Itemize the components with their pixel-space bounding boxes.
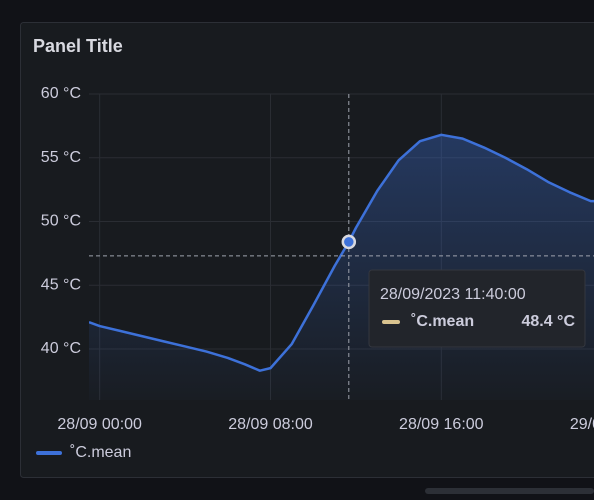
hover-point: [341, 234, 357, 250]
y-tick-label: 55 °C: [41, 149, 81, 166]
y-tick-label: 60 °C: [41, 85, 81, 102]
legend-label[interactable]: ˚C.mean: [70, 444, 131, 461]
scrollbar[interactable]: [425, 488, 594, 494]
tooltip-series: ˚C.mean: [411, 313, 474, 330]
series-line: [89, 133, 594, 372]
tooltip-value: 48.4 °C: [521, 313, 575, 330]
axes: 40 °C 45 °C 50 °C 55 °C 60 °C 28/09 00:00 28/0…: [41, 85, 594, 433]
x-tick-label: 28/09 00:00: [57, 416, 142, 433]
y-tick-label: 45 °C: [41, 276, 81, 293]
panel-title[interactable]: Panel Title: [33, 36, 123, 56]
x-tick-label: 29/09 00:00: [570, 416, 594, 433]
y-tick-label: 40 °C: [41, 340, 81, 357]
tooltip: 28/09/2023 11:40:00 ˚C.mean 48.4 °C: [368, 269, 586, 348]
x-tick-label: 28/09 08:00: [228, 416, 313, 433]
y-tick-label: 50 °C: [41, 213, 81, 230]
x-tick-label: 28/09 16:00: [399, 416, 484, 433]
tooltip-box: [368, 269, 586, 348]
tooltip-time: 28/09/2023 11:40:00: [380, 286, 526, 303]
